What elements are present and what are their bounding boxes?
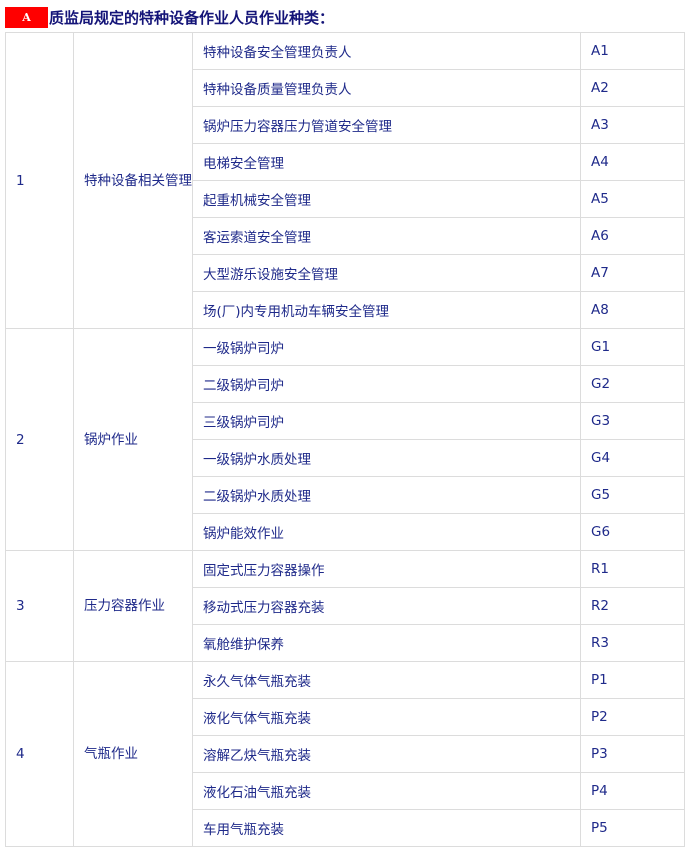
table-row: 客运索道安全管理 A6 <box>6 217 685 255</box>
operation-name: 场(厂)内专用机动车辆安全管理 <box>192 291 581 329</box>
table-row: 3 压力容器作业 固定式压力容器操作 R1 <box>5 550 685 662</box>
operation-name: 特种设备安全管理负责人 <box>192 32 581 70</box>
operation-name: 固定式压力容器操作 <box>192 550 581 588</box>
operation-code: P3 <box>580 735 685 773</box>
operation-name: 移动式压力容器充装 <box>192 587 581 625</box>
operation-name: 大型游乐设施安全管理 <box>192 254 581 292</box>
operation-code: G3 <box>580 402 685 440</box>
operation-code: A3 <box>580 106 685 144</box>
operation-name: 液化石油气瓶充装 <box>192 772 581 810</box>
table-row: 液化气体气瓶充装 P2 <box>6 698 685 736</box>
operation-code: A6 <box>580 217 685 255</box>
table-row: 锅炉能效作业 G6 <box>6 513 685 551</box>
table-row: 1 特种设备相关管理 特种设备安全管理负责人 A1 <box>5 32 685 329</box>
operation-name: 客运索道安全管理 <box>192 217 581 255</box>
group-number: 2 <box>5 328 74 551</box>
operation-code: A4 <box>580 143 685 181</box>
table-row: 三级锅炉司炉 G3 <box>6 402 685 440</box>
table-row: 电梯安全管理 A4 <box>6 143 685 181</box>
operation-code: A5 <box>580 180 685 218</box>
operation-name: 锅炉能效作业 <box>192 513 581 551</box>
table-row: 起重机械安全管理 A5 <box>6 180 685 218</box>
table-row: 液化石油气瓶充装 P4 <box>6 772 685 810</box>
table-row: 场(厂)内专用机动车辆安全管理 A8 <box>6 291 685 329</box>
table-row: 特种设备质量管理负责人 A2 <box>6 69 685 107</box>
table-row: 溶解乙炔气瓶充装 P3 <box>6 735 685 773</box>
table-row: 移动式压力容器充装 R2 <box>6 587 685 625</box>
section-title: 质监局规定的特种设备作业人员作业种类： <box>49 9 335 27</box>
operation-name: 永久气体气瓶充装 <box>192 661 581 699</box>
group-number: 4 <box>5 661 74 847</box>
operation-name: 特种设备质量管理负责人 <box>192 69 581 107</box>
group-category: 锅炉作业 <box>73 328 193 551</box>
operation-code: A7 <box>580 254 685 292</box>
section-heading: A 质监局规定的特种设备作业人员作业种类： <box>5 7 334 28</box>
operation-types-table: 1 特种设备相关管理 特种设备安全管理负责人 A1 特种设备质量管理负责人 A2 锅炉压力容… <box>5 32 685 847</box>
table-row: 锅炉压力容器压力管道安全管理 A3 <box>6 106 685 144</box>
table-row: 氧舱维护保养 R3 <box>6 624 685 662</box>
table-row: 2 锅炉作业 一级锅炉司炉 G1 <box>5 328 685 551</box>
operation-name: 三级锅炉司炉 <box>192 402 581 440</box>
operation-code: R3 <box>580 624 685 662</box>
operation-code: R2 <box>580 587 685 625</box>
table-row: 二级锅炉司炉 G2 <box>6 365 685 403</box>
operation-code: G6 <box>580 513 685 551</box>
table-row: 二级锅炉水质处理 G5 <box>6 476 685 514</box>
group-category: 压力容器作业 <box>73 550 193 662</box>
operation-name: 一级锅炉司炉 <box>192 328 581 366</box>
operation-code: A8 <box>580 291 685 329</box>
operation-name: 氧舱维护保养 <box>192 624 581 662</box>
group-category: 特种设备相关管理 <box>73 32 193 329</box>
operation-name: 液化气体气瓶充装 <box>192 698 581 736</box>
operation-name: 一级锅炉水质处理 <box>192 439 581 477</box>
operation-code: P4 <box>580 772 685 810</box>
operation-name: 溶解乙炔气瓶充装 <box>192 735 581 773</box>
operation-code: G2 <box>580 365 685 403</box>
operation-name: 起重机械安全管理 <box>192 180 581 218</box>
operation-name: 电梯安全管理 <box>192 143 581 181</box>
operation-code: G1 <box>580 328 685 366</box>
operation-name: 锅炉压力容器压力管道安全管理 <box>192 106 581 144</box>
operation-code: G4 <box>580 439 685 477</box>
operation-code: P2 <box>580 698 685 736</box>
operation-code: P1 <box>580 661 685 699</box>
operation-name: 二级锅炉司炉 <box>192 365 581 403</box>
group-number: 1 <box>5 32 74 329</box>
operation-name: 二级锅炉水质处理 <box>192 476 581 514</box>
operation-code: A2 <box>580 69 685 107</box>
table-row: 大型游乐设施安全管理 A7 <box>6 254 685 292</box>
group-number: 3 <box>5 550 74 662</box>
table-row: 4 气瓶作业 永久气体气瓶充装 P1 <box>5 661 685 847</box>
operation-code: R1 <box>580 550 685 588</box>
operation-code: G5 <box>580 476 685 514</box>
group-category: 气瓶作业 <box>73 661 193 847</box>
operation-code: A1 <box>580 32 685 70</box>
section-badge: A <box>5 7 48 28</box>
